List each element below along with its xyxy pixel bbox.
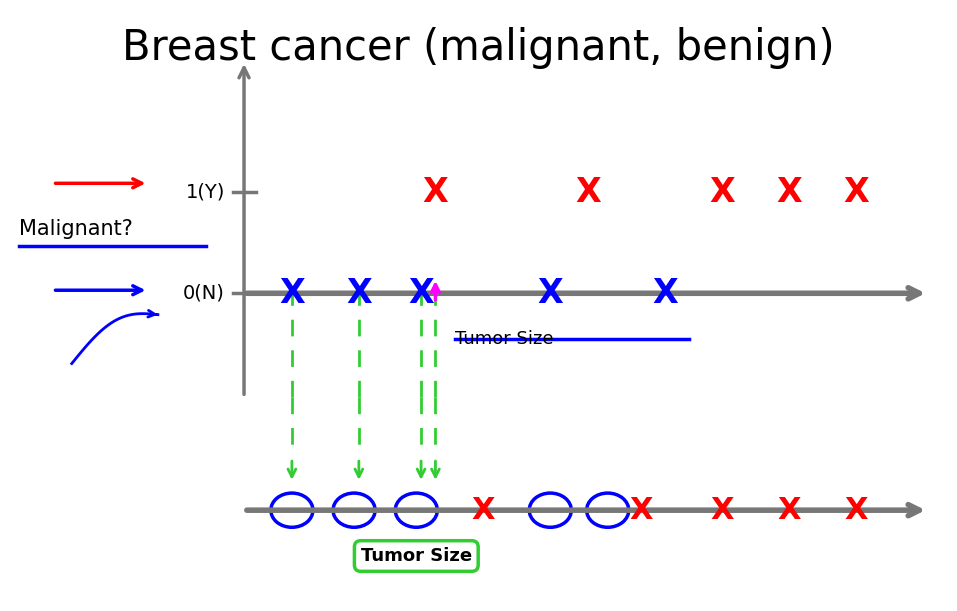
Text: Malignant?: Malignant?: [19, 219, 133, 239]
Text: X: X: [845, 496, 868, 525]
Text: Breast cancer (malignant, benign): Breast cancer (malignant, benign): [122, 27, 835, 70]
Text: X: X: [472, 496, 495, 525]
Text: X: X: [710, 176, 735, 209]
Text: 0(N): 0(N): [183, 284, 225, 303]
Text: X: X: [576, 176, 601, 209]
Text: Tumor Size: Tumor Size: [455, 330, 553, 348]
Text: X: X: [423, 176, 448, 209]
Text: X: X: [844, 176, 869, 209]
Text: X: X: [279, 277, 304, 310]
Text: X: X: [653, 277, 678, 310]
Text: X: X: [346, 277, 371, 310]
Text: 1(Y): 1(Y): [186, 183, 225, 202]
Text: X: X: [777, 176, 802, 209]
Text: X: X: [630, 496, 653, 525]
Text: X: X: [778, 496, 801, 525]
Text: X: X: [538, 277, 563, 310]
Text: X: X: [409, 277, 434, 310]
Text: X: X: [711, 496, 734, 525]
Text: Tumor Size: Tumor Size: [361, 547, 472, 565]
